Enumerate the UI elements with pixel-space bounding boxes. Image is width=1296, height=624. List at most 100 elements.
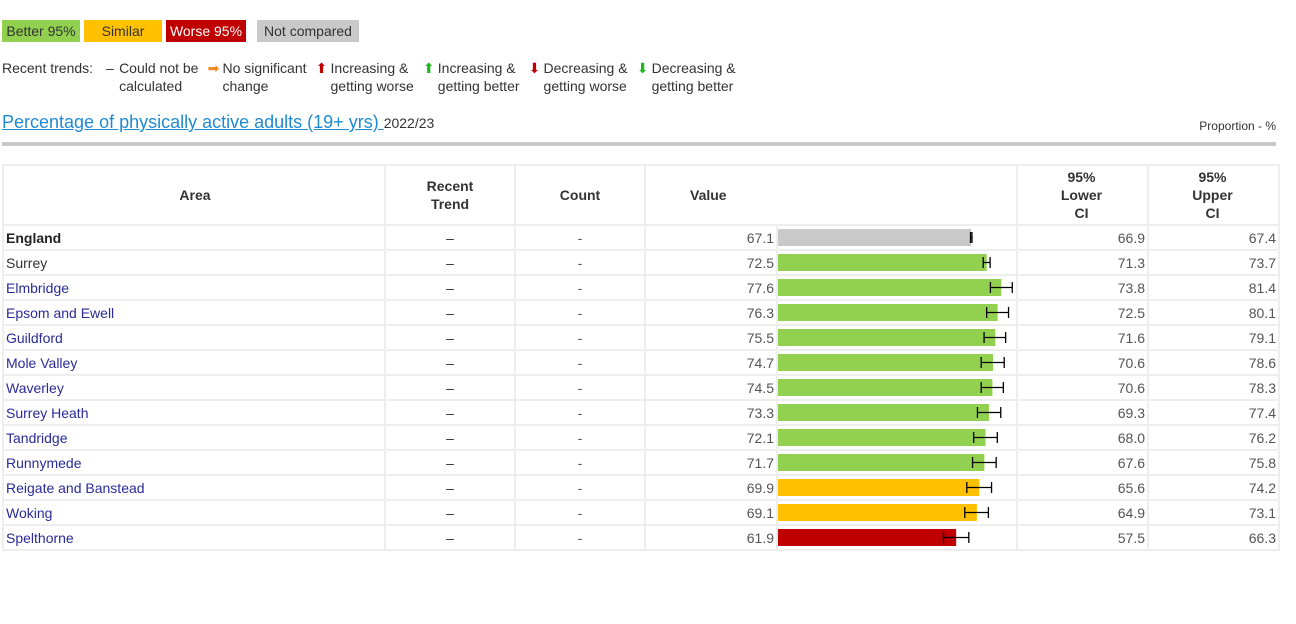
- header-uci-line1: 95%: [1198, 169, 1227, 185]
- upper-ci-cell: 78.3: [1147, 374, 1280, 401]
- upper-ci-cell: 73.7: [1147, 249, 1280, 276]
- trend-legend-line1: Could not be: [119, 60, 199, 76]
- recent-trend-icon: –: [384, 474, 516, 501]
- arrow-down-green-icon: ⬇: [636, 60, 649, 76]
- area-name[interactable]: Guildford: [2, 324, 386, 351]
- recent-trend-icon: –: [384, 499, 516, 526]
- table-row: Surrey Heath – -73.3 69.3 77.4: [2, 399, 1280, 426]
- value-bar: [778, 404, 989, 421]
- value-bar-cell: [776, 324, 1018, 351]
- lower-ci-cell: 66.9: [1016, 224, 1149, 251]
- confidence-interval-whisker: [983, 332, 1007, 343]
- table-row: Waverley – -74.5 70.6 78.3: [2, 374, 1280, 401]
- lower-ci-cell: 70.6: [1016, 349, 1149, 376]
- value-bar-chart: [778, 379, 1005, 396]
- area-name[interactable]: Mole Valley: [2, 349, 386, 376]
- table-row: Surrey – -72.5 71.3 73.7: [2, 249, 1280, 276]
- area-name[interactable]: Runnymede: [2, 449, 386, 476]
- confidence-interval-whisker: [982, 257, 991, 268]
- upper-ci-cell: 79.1: [1147, 324, 1280, 351]
- value-cell: 75.5: [644, 324, 778, 351]
- area-name[interactable]: Spelthorne: [2, 524, 386, 551]
- value-cell: 72.5: [644, 249, 778, 276]
- table-row: Guildford – -75.5 71.6 79.1: [2, 324, 1280, 351]
- upper-ci-cell: 81.4: [1147, 274, 1280, 301]
- count-cell: -: [514, 274, 646, 301]
- value-cell: 61.9: [644, 524, 778, 551]
- recent-trend-icon: –: [384, 449, 516, 476]
- arrow-up-green-icon: ⬆: [422, 60, 435, 76]
- value-bar-cell: [776, 224, 1018, 251]
- header-value[interactable]: Value: [644, 164, 1017, 226]
- value-bar-cell: [776, 524, 1018, 551]
- arrow-down-red-icon: ⬇: [528, 60, 541, 76]
- value-bar: [778, 279, 1002, 296]
- recent-trend-icon: –: [384, 524, 516, 551]
- header-count[interactable]: Count: [514, 164, 646, 226]
- header-uci-line2: Upper: [1192, 187, 1233, 203]
- lower-ci-cell: 73.8: [1016, 274, 1149, 301]
- value-bar-chart: [778, 354, 1005, 371]
- trend-legend-item: – Could not be calculated: [103, 59, 198, 95]
- confidence-interval-whisker: [976, 407, 1002, 418]
- confidence-interval-whisker: [980, 357, 1005, 368]
- trend-legend-text: Increasing & getting better: [438, 59, 520, 95]
- count-cell: -: [514, 399, 646, 426]
- value-bar-cell: [776, 449, 1018, 476]
- lower-ci-cell: 69.3: [1016, 399, 1149, 426]
- lower-ci-cell: 71.3: [1016, 249, 1149, 276]
- area-name[interactable]: Woking: [2, 499, 386, 526]
- count-cell: -: [514, 424, 646, 451]
- value-bar: [778, 229, 972, 246]
- area-name[interactable]: Elmbridge: [2, 274, 386, 301]
- value-bar-cell: [776, 499, 1018, 526]
- value-cell: 77.6: [644, 274, 778, 301]
- table-row: Epsom and Ewell – -76.3 72.5 80.1: [2, 299, 1280, 326]
- area-name[interactable]: Epsom and Ewell: [2, 299, 386, 326]
- legend-similar: Similar: [84, 20, 162, 42]
- trend-legend-item: ⬇ Decreasing & getting worse: [528, 59, 628, 95]
- header-area[interactable]: Area: [2, 164, 386, 226]
- table-row: Spelthorne – -61.9 57.5 66.3: [2, 524, 1280, 551]
- area-name: England: [2, 224, 386, 251]
- area-name[interactable]: Reigate and Banstead: [2, 474, 386, 501]
- area-name[interactable]: Waverley: [2, 374, 386, 401]
- header-lower-ci[interactable]: 95% Lower CI: [1016, 164, 1149, 226]
- count-cell: -: [514, 499, 646, 526]
- value-cell: 74.7: [644, 349, 778, 376]
- area-name[interactable]: Surrey Heath: [2, 399, 386, 426]
- header-trend-line1: Recent: [426, 178, 474, 194]
- lower-ci-cell: 71.6: [1016, 324, 1149, 351]
- legend-not-compared: Not compared: [257, 20, 359, 42]
- trend-legend-line1: No significant: [222, 60, 307, 76]
- lower-ci-cell: 64.9: [1016, 499, 1149, 526]
- value-cell: 67.1: [644, 224, 778, 251]
- arrow-right-icon: ➡: [207, 60, 220, 76]
- recent-trend-icon: –: [384, 399, 516, 426]
- table-row: England – -67.1 66.9 67.4: [2, 224, 1280, 251]
- count-cell: -: [514, 474, 646, 501]
- header-recent-trend[interactable]: Recent Trend: [384, 164, 516, 226]
- upper-ci-cell: 80.1: [1147, 299, 1280, 326]
- table-row: Elmbridge – -77.6 73.8 81.4: [2, 274, 1280, 301]
- header-upper-ci[interactable]: 95% Upper CI: [1147, 164, 1280, 226]
- table-row: Mole Valley – -74.7 70.6 78.6: [2, 349, 1280, 376]
- value-bar: [778, 454, 985, 471]
- lower-ci-cell: 72.5: [1016, 299, 1149, 326]
- upper-ci-cell: 67.4: [1147, 224, 1280, 251]
- confidence-interval-whisker: [964, 507, 990, 518]
- trend-legend-line2: getting worse: [543, 78, 627, 94]
- count-cell: -: [514, 224, 646, 251]
- area-name[interactable]: Tandridge: [2, 424, 386, 451]
- header-uci-line3: CI: [1205, 205, 1220, 221]
- recent-trend-icon: –: [384, 374, 516, 401]
- header-lci-line1: 95%: [1067, 169, 1096, 185]
- lower-ci-cell: 70.6: [1016, 374, 1149, 401]
- confidence-interval-whisker: [966, 482, 993, 493]
- value-bar-cell: [776, 399, 1018, 426]
- value-bar-chart: [778, 229, 973, 246]
- indicator-title-link[interactable]: Percentage of physically active adults (…: [2, 112, 384, 132]
- value-bar-cell: [776, 249, 1018, 276]
- legend-worse: Worse 95%: [166, 20, 246, 42]
- value-bar-chart: [778, 529, 970, 546]
